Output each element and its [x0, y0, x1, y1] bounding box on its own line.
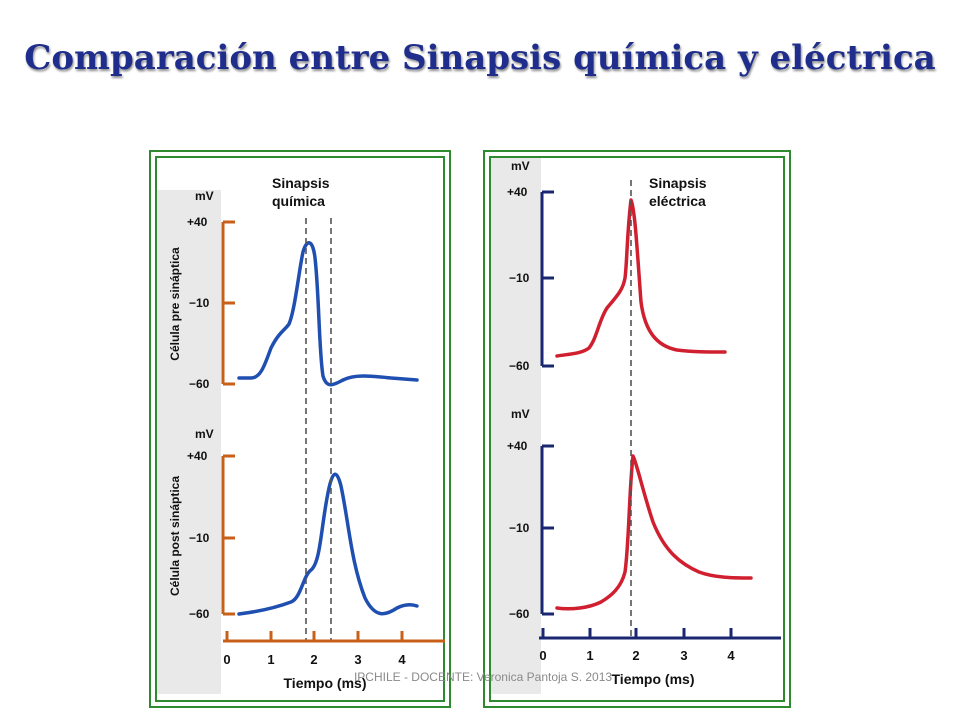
pre-tick-label-10: −10: [189, 296, 210, 310]
pre-synaptic-trace: [237, 241, 419, 387]
electrical-synapse-chart: Sinapsis eléctrica mV +40 −10 −60 mV +40…: [491, 158, 783, 694]
plot-area: [221, 190, 443, 694]
elec-top-tick-label-10: −10: [509, 271, 530, 285]
chem-xtick-label-2: 2: [310, 652, 317, 667]
elec-bottom-tick-label-10: −10: [509, 521, 530, 535]
elec-xtick-label-2: 2: [632, 648, 639, 663]
elec-xtick-label-1: 1: [586, 648, 593, 663]
electrical-label-line1: Sinapsis: [649, 175, 707, 191]
elec-top-tick-label-60: −60: [509, 359, 530, 373]
chem-xtick-label-3: 3: [354, 652, 361, 667]
elec-top-unit-label: mV: [511, 159, 530, 173]
elec-top-tick-label-40: +40: [507, 185, 528, 199]
pre-tick-label-40: +40: [187, 215, 208, 229]
electrical-label-line2: eléctrica: [649, 193, 706, 209]
elec-xtick-label-4: 4: [727, 648, 735, 663]
pre-unit-label: mV: [195, 189, 214, 203]
chemical-synapse-chart: Sinapsis química mV +40 −10 −60 Célula p…: [157, 175, 445, 694]
chemical-label-line2: química: [272, 193, 325, 209]
chem-xtick-label-1: 1: [267, 652, 274, 667]
elec-bottom-unit-label: mV: [511, 407, 530, 421]
elec-xtick-label-0: 0: [539, 648, 546, 663]
post-unit-label: mV: [195, 427, 214, 441]
electrical-xlabel: Tiempo (ms): [612, 671, 695, 687]
elec-bottom-tick-label-40: +40: [507, 439, 528, 453]
post-ylabel: Célula post sináptica: [168, 476, 182, 596]
plot-area: [541, 158, 783, 694]
chemical-synapse-figure: Sinapsis química mV +40 −10 −60 Célula p…: [149, 150, 451, 708]
footer-credit: IPCHILE - DOCENTE: Veronica Pantoja S. 2…: [353, 670, 613, 684]
chem-xtick-label-0: 0: [223, 652, 230, 667]
electrical-synapse-figure: Sinapsis eléctrica mV +40 −10 −60 mV +40…: [483, 150, 791, 708]
post-tick-label-10: −10: [189, 531, 210, 545]
elec-xtick-label-3: 3: [680, 648, 687, 663]
post-synaptic-trace: [237, 472, 419, 616]
elec-bottom-tick-label-60: −60: [509, 607, 530, 621]
chemical-label-line1: Sinapsis: [272, 175, 330, 191]
post-tick-label-60: −60: [189, 607, 210, 621]
chem-xtick-label-4: 4: [398, 652, 406, 667]
chemical-xlabel: Tiempo (ms): [284, 675, 367, 691]
slide-title: Comparación entre Sinapsis química y elé…: [24, 38, 936, 78]
post-tick-label-40: +40: [187, 449, 208, 463]
elec-bottom-trace: [555, 454, 753, 611]
elec-top-trace: [555, 198, 727, 358]
pre-ylabel: Célula pre sináptica: [168, 247, 182, 361]
pre-tick-label-60: −60: [189, 377, 210, 391]
